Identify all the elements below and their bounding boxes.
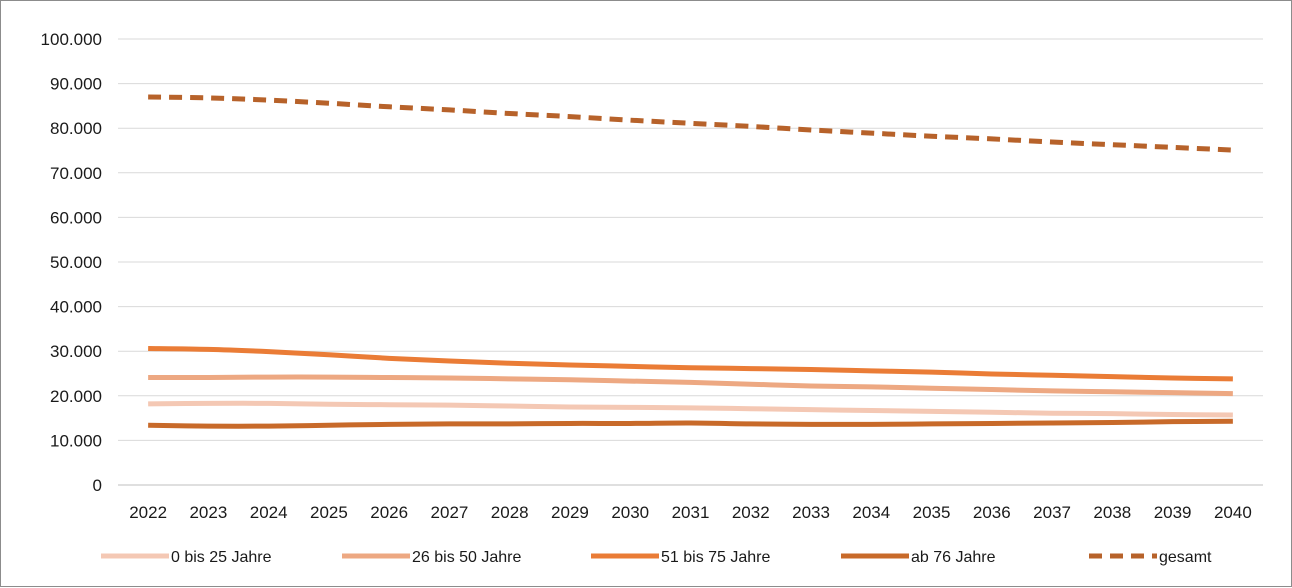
y-tick-label: 40.000 xyxy=(50,298,102,317)
legend: 0 bis 25 Jahre 26 bis 50 Jahre 51 bis 75 J… xyxy=(101,549,1212,566)
legend-label: 26 bis 50 Jahre xyxy=(412,549,522,566)
x-tick-label: 2031 xyxy=(672,503,710,522)
x-tick-label: 2034 xyxy=(852,503,890,522)
series-line xyxy=(148,94,1233,153)
x-tick-label: 2032 xyxy=(732,503,770,522)
series-26-bis-50-jahre xyxy=(148,374,1233,397)
y-tick-label: 50.000 xyxy=(50,253,102,272)
series-line xyxy=(148,400,1233,418)
y-axis-tick-labels: 0 10.000 20.000 30.000 40.000 50.000 60.000 70.… xyxy=(41,30,102,495)
x-tick-label: 2023 xyxy=(189,503,227,522)
y-tick-label: 20.000 xyxy=(50,387,102,406)
x-tick-label: 2040 xyxy=(1214,503,1252,522)
series-lines xyxy=(148,94,1233,429)
y-tick-label: 90.000 xyxy=(50,75,102,94)
x-tick-label: 2028 xyxy=(491,503,529,522)
legend-item: 51 bis 75 Jahre xyxy=(591,549,771,566)
series-51-bis-75-jahre xyxy=(148,346,1233,382)
legend-item: 26 bis 50 Jahre xyxy=(342,549,522,566)
legend-item: gesamt xyxy=(1089,549,1212,566)
x-tick-label: 2035 xyxy=(913,503,951,522)
x-tick-label: 2026 xyxy=(370,503,408,522)
series-line xyxy=(148,374,1233,397)
x-tick-label: 2029 xyxy=(551,503,589,522)
legend-item: ab 76 Jahre xyxy=(841,549,996,566)
x-tick-label: 2036 xyxy=(973,503,1011,522)
x-tick-label: 2024 xyxy=(250,503,288,522)
legend-label: 51 bis 75 Jahre xyxy=(661,549,771,566)
series-line xyxy=(148,346,1233,382)
x-axis-tick-labels: 2022 2023 2024 2025 2026 2027 2028 2029 2030 2031… xyxy=(129,503,1252,522)
series-0-bis-25-jahre xyxy=(148,400,1233,418)
y-tick-label: 0 xyxy=(93,476,102,495)
series-gesamt xyxy=(148,94,1233,153)
legend-label: 0 bis 25 Jahre xyxy=(171,549,272,566)
x-tick-label: 2030 xyxy=(611,503,649,522)
legend-item: 0 bis 25 Jahre xyxy=(101,549,272,566)
x-tick-label: 2033 xyxy=(792,503,830,522)
y-tick-label: 100.000 xyxy=(41,30,102,49)
y-tick-label: 70.000 xyxy=(50,164,102,183)
legend-label: gesamt xyxy=(1159,549,1212,566)
x-tick-label: 2039 xyxy=(1154,503,1192,522)
x-tick-label: 2038 xyxy=(1093,503,1131,522)
y-tick-label: 30.000 xyxy=(50,342,102,361)
y-tick-label: 60.000 xyxy=(50,208,102,227)
y-tick-label: 10.000 xyxy=(50,431,102,450)
x-tick-label: 2037 xyxy=(1033,503,1071,522)
series-line xyxy=(148,418,1233,429)
series-ab-76-jahre xyxy=(148,418,1233,429)
x-tick-label: 2027 xyxy=(431,503,469,522)
x-tick-label: 2025 xyxy=(310,503,348,522)
legend-label: ab 76 Jahre xyxy=(911,549,996,566)
x-tick-label: 2022 xyxy=(129,503,167,522)
gridlines xyxy=(118,38,1263,486)
y-tick-label: 80.000 xyxy=(50,119,102,138)
